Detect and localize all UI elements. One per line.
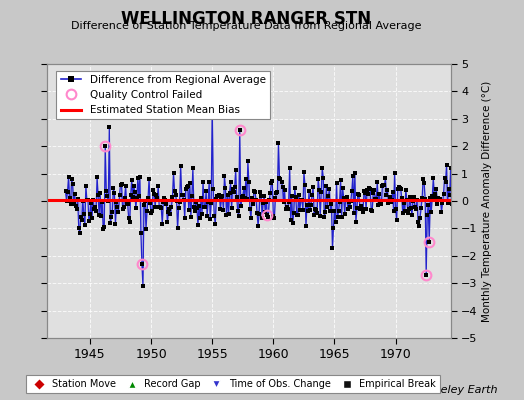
- Y-axis label: Monthly Temperature Anomaly Difference (°C): Monthly Temperature Anomaly Difference (…: [482, 80, 492, 322]
- Text: Difference of Station Temperature Data from Regional Average: Difference of Station Temperature Data f…: [71, 21, 421, 31]
- Legend: Station Move, Record Gap, Time of Obs. Change, Empirical Break: Station Move, Record Gap, Time of Obs. C…: [26, 375, 440, 393]
- Legend: Difference from Regional Average, Quality Control Failed, Estimated Station Mean: Difference from Regional Average, Qualit…: [57, 70, 270, 119]
- Text: WELLINGTON RANGER STN: WELLINGTON RANGER STN: [121, 10, 372, 28]
- Text: Berkeley Earth: Berkeley Earth: [416, 385, 498, 395]
